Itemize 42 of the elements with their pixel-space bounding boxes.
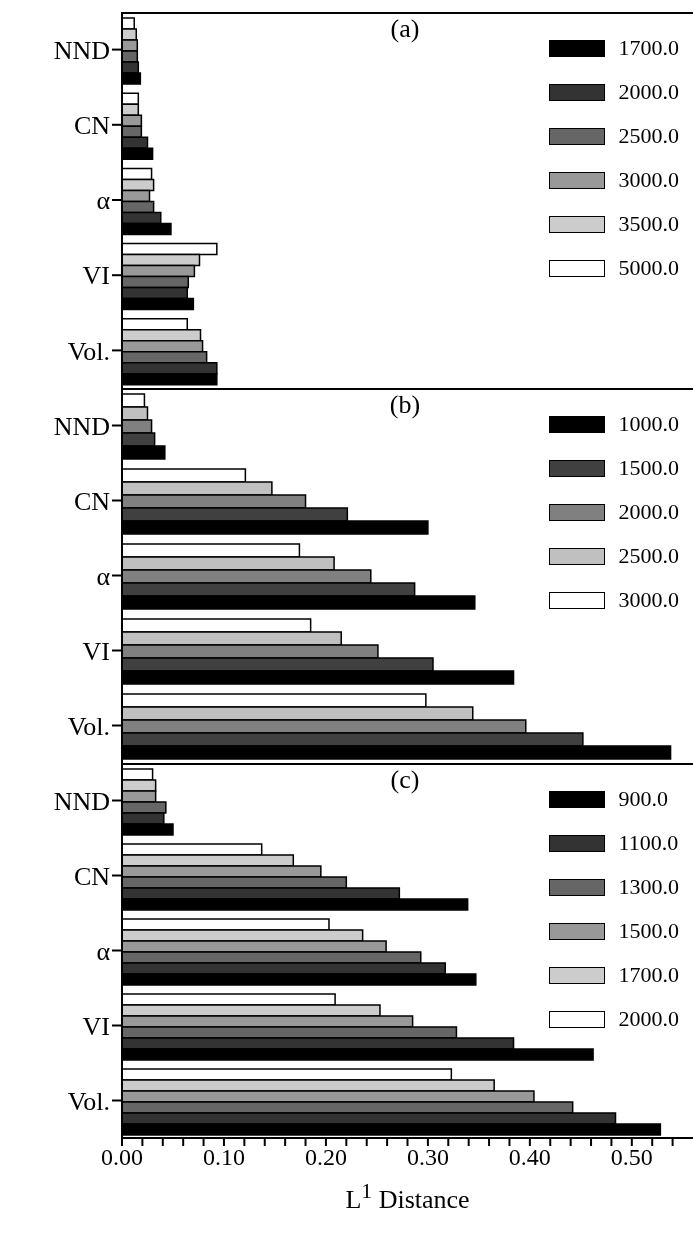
legend-label: 900.0 xyxy=(618,786,668,812)
y-tick-label: NND xyxy=(53,411,110,441)
legend-label: 2500.0 xyxy=(618,123,679,149)
y-tick-label: CN xyxy=(73,111,111,141)
x-tick-label: 0.00 xyxy=(101,1144,143,1171)
x-tick-label: 0.10 xyxy=(202,1144,245,1171)
y-tick-label: CN xyxy=(73,486,111,516)
legend-label: 1500.0 xyxy=(618,918,679,944)
y-tick-label: Vol. xyxy=(67,336,110,366)
legend-label: 3000.0 xyxy=(618,587,679,613)
legend-label: 1300.0 xyxy=(618,874,679,900)
y-tick-label: α xyxy=(96,561,111,591)
legend-label: 1100.0 xyxy=(618,830,679,856)
x-tick-label: 0.40 xyxy=(508,1144,551,1171)
y-tick-label: Vol. xyxy=(67,1086,110,1116)
legend-label: 2000.0 xyxy=(618,499,679,525)
legend-label: 2000.0 xyxy=(618,1006,679,1032)
x-axis-title: L$^{1}$ Distance xyxy=(344,1179,471,1215)
y-tick-label: VI xyxy=(82,1011,110,1041)
y-tick-label: NND xyxy=(53,786,110,816)
legend-label: 1700.0 xyxy=(618,35,679,61)
legend-label: 3000.0 xyxy=(618,167,679,193)
y-tick-label: Vol. xyxy=(67,711,110,741)
x-tick-label: 0.50 xyxy=(610,1144,653,1171)
legend-label: 1700.0 xyxy=(618,962,679,988)
chart-title: (c) xyxy=(389,765,421,795)
legend-label: 1500.0 xyxy=(618,455,679,481)
x-tick-label: 0.30 xyxy=(406,1144,449,1171)
y-tick-label: VI xyxy=(82,261,110,291)
y-tick-label: α xyxy=(96,186,111,216)
legend-label: 5000.0 xyxy=(618,255,679,281)
legend-label: 1000.0 xyxy=(618,411,679,437)
chart-title: (b) xyxy=(388,390,422,420)
y-tick-label: α xyxy=(96,936,111,966)
y-tick-label: VI xyxy=(82,636,110,666)
chart-title: (a) xyxy=(389,14,421,44)
y-tick-label: CN xyxy=(73,861,111,891)
x-tick-label: 0.20 xyxy=(304,1144,347,1171)
legend-label: 2500.0 xyxy=(618,543,679,569)
legend-label: 3500.0 xyxy=(618,211,679,237)
y-tick-label: NND xyxy=(53,35,110,65)
legend-label: 2000.0 xyxy=(618,79,679,105)
